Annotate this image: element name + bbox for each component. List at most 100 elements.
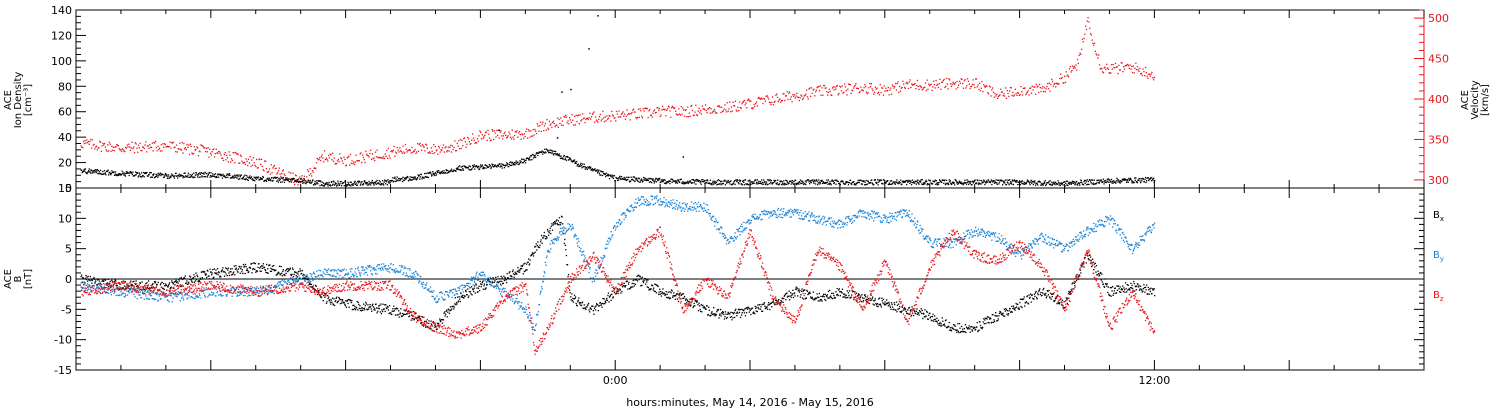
velocity-series-point [348,155,350,157]
density-series-point [462,168,464,170]
series-bx-point [397,308,399,310]
velocity-series-point [581,119,583,121]
velocity-series-point [372,158,374,160]
density-series-point [963,181,965,184]
density-series-point [303,182,305,184]
density-series-point [334,183,336,185]
velocity-series-point [911,83,913,85]
velocity-series-point [567,120,569,122]
velocity-series-point [729,101,731,103]
velocity-series-point [188,153,191,156]
density-series-point [144,172,146,174]
velocity-series-point [411,146,413,149]
series-bx-point [386,307,388,310]
velocity-series-point [672,106,674,108]
velocity-series-point [256,167,259,169]
series-bx-point [579,302,582,304]
series-bx-point [636,280,639,282]
series-bx-point [780,299,782,302]
velocity-series-point [1126,64,1128,66]
velocity-series-point [1093,44,1095,46]
density-series-point [128,174,130,177]
density-series-point [180,174,182,176]
density-series-point [448,171,451,173]
series-bx-point [655,292,658,294]
density-series-point [430,173,432,175]
velocity-series-point [379,157,381,159]
velocity-series-point [882,87,884,89]
velocity-series-point [163,146,165,148]
velocity-series-point [277,170,280,172]
velocity-series-point [469,143,471,145]
velocity-series-point [328,154,330,157]
density-series-point [326,183,329,185]
velocity-series-point [176,151,178,153]
velocity-series-point [220,154,222,156]
density-series-point [837,180,839,183]
velocity-series-point [788,92,790,94]
density-series-point [1032,183,1034,186]
density-series-point [645,177,647,180]
density-series-point [700,183,702,185]
velocity-series-point [759,98,762,100]
velocity-series-point [907,87,910,90]
velocity-series-point [857,88,860,90]
velocity-series-point [361,161,363,164]
velocity-series-point [973,84,975,86]
velocity-series-point [1052,85,1054,87]
density-series-point [937,183,940,185]
density-series-point [249,175,251,177]
velocity-series-point [395,151,397,153]
series-bx-point [654,290,656,293]
velocity-series-point [1140,72,1143,75]
density-series-point [324,183,327,185]
velocity-series-point [445,146,447,148]
density-series-point [275,177,277,179]
series-bx-point [723,313,725,316]
velocity-series-point [576,120,578,123]
series-bx-point [496,284,498,286]
density-series-point [1089,180,1092,182]
series-bx-point [500,275,502,277]
density-series-point [519,160,521,162]
density-series-point [550,149,552,151]
density-series-point [242,176,245,179]
velocity-series-point [861,89,863,91]
density-series-point [867,180,869,183]
velocity-series-point [89,140,91,142]
series-bx-point [374,309,376,311]
x-tick-label: 12:00 [1139,374,1171,387]
series-bx-point [818,292,820,295]
series-bx-point [299,268,301,270]
series-bx-point [495,276,497,278]
density-series-point [1095,182,1098,184]
density-series-point [695,178,697,181]
velocity-series-point [1091,39,1093,41]
density-series-point [288,178,290,180]
velocity-series-point [545,129,547,131]
density-series-point [207,173,209,176]
density-series-point [209,175,212,177]
series-bx-point [309,283,311,285]
density-series-point [770,181,772,183]
velocity-series-point [109,143,111,145]
series-bx-point [95,278,97,280]
velocity-series-point [477,140,479,142]
series-bx-point [585,308,587,310]
density-series-point [516,163,518,165]
series-bx-point [292,268,294,271]
density-series-point [983,179,985,181]
density-series-point [703,179,706,182]
velocity-series-point [107,144,109,146]
right-tick-label: 400 [1428,93,1449,106]
density-series-point [706,182,708,184]
series-bx-point [480,283,482,285]
velocity-series-point [359,153,361,155]
series-bx-point [595,305,597,307]
density-series-point [655,181,658,183]
density-series-point [192,177,194,179]
series-bx-point [230,274,233,276]
velocity-series-point [890,87,892,89]
velocity-series-point [153,141,155,144]
density-series-point [751,183,754,185]
